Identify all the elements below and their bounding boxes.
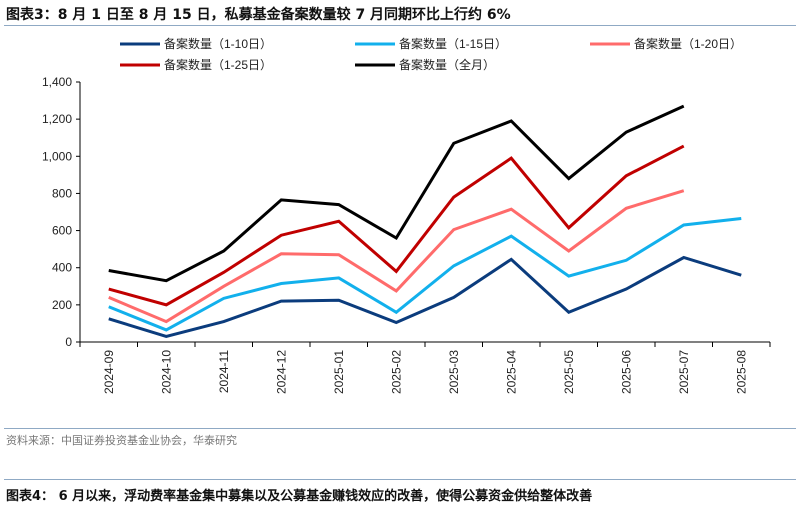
y-tick-label: 1,000 <box>42 149 72 163</box>
next-figure-caption: 图表4： 6 月以来，浮动费率基金集中募集以及公募基金赚钱效应的改善，使得公募资… <box>6 489 593 504</box>
legend-label: 备案数量（1-15日） <box>399 36 507 51</box>
x-tick-label: 2025-02 <box>389 350 403 394</box>
x-tick-label: 2024-09 <box>102 350 116 394</box>
source-note: 资料来源：中国证券投资基金业协会，华泰研究 <box>6 434 237 447</box>
title-divider <box>4 25 796 26</box>
caption-divider <box>4 479 796 480</box>
source-divider <box>4 428 796 429</box>
x-tick-label: 2024-11 <box>217 350 231 393</box>
x-tick-label: 2025-07 <box>677 350 691 394</box>
series-line <box>108 104 685 283</box>
y-tick-label: 200 <box>52 298 72 312</box>
series-line <box>108 144 685 307</box>
x-tick-label: 2025-08 <box>734 350 748 394</box>
y-tick-label: 0 <box>65 335 72 349</box>
y-tick-label: 800 <box>52 186 72 200</box>
x-tick-label: 2025-05 <box>562 350 576 394</box>
legend-label: 备案数量（1-10日） <box>164 36 272 51</box>
x-tick-label: 2024-10 <box>159 350 173 394</box>
chart-title: 图表3：8 月 1 日至 8 月 15 日，私募基金备案数量较 7 月同期环比上… <box>6 7 511 23</box>
x-tick-label: 2024-12 <box>274 350 288 394</box>
y-tick-label: 400 <box>52 261 72 275</box>
y-tick-label: 600 <box>52 224 72 238</box>
series-line <box>108 217 742 332</box>
line-chart: 0 200 400 600 800 1,000 1,200 1,400 2024-09 2024-… <box>42 36 771 394</box>
x-tick-label: 2025-04 <box>504 350 518 394</box>
x-tick-label: 2025-06 <box>619 350 633 394</box>
x-tick-label: 2025-01 <box>332 350 346 394</box>
y-tick-label: 1,400 <box>42 75 72 89</box>
legend-label: 备案数量（全月） <box>399 57 495 72</box>
series-line <box>108 255 742 338</box>
x-tick-label: 2025-03 <box>447 350 461 394</box>
y-tick-label: 1,200 <box>42 112 72 126</box>
legend-label: 备案数量（1-25日） <box>164 57 272 72</box>
legend-label: 备案数量（1-20日） <box>634 36 742 51</box>
